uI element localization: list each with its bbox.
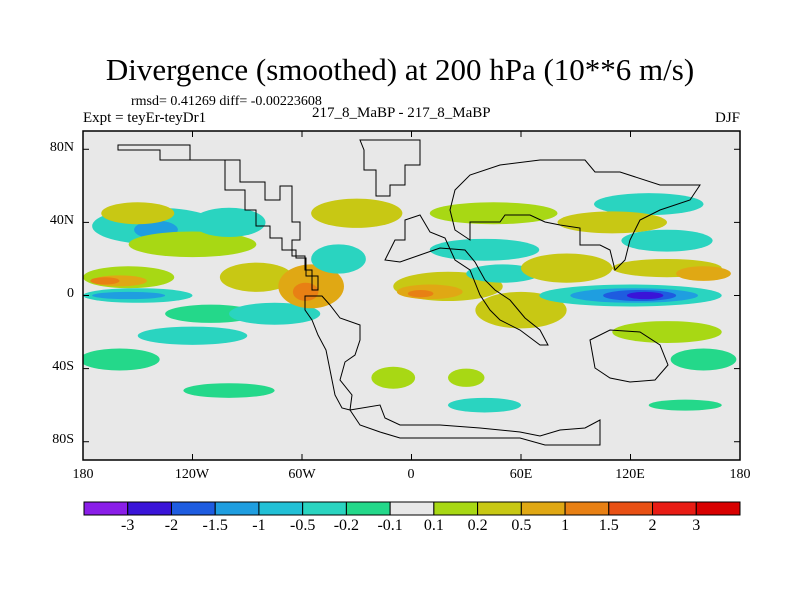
colorbar-swatch xyxy=(520,501,566,516)
colorbar-swatch xyxy=(127,501,172,516)
lat-label-40n: 40N xyxy=(49,213,74,228)
coastline-greenland xyxy=(359,139,421,197)
divergence-positive-region xyxy=(475,291,567,329)
coastline-asia xyxy=(449,159,701,271)
divergence-positive-region xyxy=(219,262,293,292)
colorbar-swatch xyxy=(389,501,435,516)
lon-label-120e: 120E xyxy=(615,467,645,482)
divergence-negative-region xyxy=(621,229,713,252)
colorbar-label: 3 xyxy=(692,517,701,534)
axis-ticks xyxy=(82,131,741,460)
plot-title: Divergence (smoothed) at 200 hPa (10**6 … xyxy=(105,52,695,87)
divergence-negative-region xyxy=(429,238,540,261)
divergence-positive-region xyxy=(311,198,403,228)
lat-label-80n: 80N xyxy=(49,140,74,155)
lon-label-0: 0 xyxy=(407,467,415,482)
coastline-australia xyxy=(589,329,669,383)
coastline-north-america xyxy=(117,144,319,291)
lon-label-180e: 180 xyxy=(729,467,751,482)
lon-label-60e: 60E xyxy=(509,467,533,482)
lat-label-40s: 40S xyxy=(52,359,74,374)
divergence-positive-region xyxy=(101,202,175,225)
divergence-positive-region xyxy=(90,277,120,285)
colorbar-label: 1.5 xyxy=(598,517,619,534)
divergence-negative-region xyxy=(594,193,704,216)
lon-label-120w: 120W xyxy=(174,467,210,482)
colorbar-label: 0.1 xyxy=(423,517,444,534)
divergence-positive-region xyxy=(521,253,613,283)
colorbar-label: -1 xyxy=(252,517,266,534)
divergence-negative-region xyxy=(648,399,722,411)
colorbar-label: 0.5 xyxy=(511,517,532,534)
colorbar-swatch xyxy=(564,501,610,516)
coastline-europe-africa xyxy=(384,214,549,346)
divergence-positive-region xyxy=(676,266,731,281)
divergence-positive-region xyxy=(292,282,319,301)
colorbar-label: 1 xyxy=(561,517,570,534)
colorbar-swatch xyxy=(433,501,479,516)
divergence-negative-region xyxy=(229,302,321,325)
season-label: DJF xyxy=(714,110,740,126)
colorbar-label: -2 xyxy=(164,517,179,534)
divergence-positive-region xyxy=(612,321,722,344)
lat-label-80s: 80S xyxy=(52,432,74,447)
lat-label-eq: 0 xyxy=(67,286,74,301)
divergence-negative-region xyxy=(192,207,266,238)
coastline-layer xyxy=(117,139,701,446)
divergence-negative-region xyxy=(83,348,160,371)
colorbar-label: 2 xyxy=(648,517,657,534)
divergence-negative-region xyxy=(92,291,166,300)
lon-label-180w: 180 xyxy=(72,467,94,482)
colorbar-label: -1.5 xyxy=(202,517,228,534)
colorbar-label: -0.2 xyxy=(333,517,360,534)
colorbar-swatch xyxy=(83,501,129,516)
divergence-negative-region xyxy=(448,397,521,413)
colorbar-swatch xyxy=(345,501,391,516)
colorbar-swatch xyxy=(258,501,304,516)
divergence-negative-region xyxy=(670,348,737,371)
field-layer xyxy=(83,193,737,413)
colorbar-swatch xyxy=(170,501,216,516)
coastline-south-america xyxy=(304,295,361,411)
divergence-negative-region xyxy=(137,326,248,345)
divergence-positive-region xyxy=(429,202,558,225)
coastline-antarctica xyxy=(349,404,601,446)
divergence-negative-region xyxy=(183,383,275,398)
colorbar-label: -0.5 xyxy=(289,517,316,534)
colorbar-label: -0.1 xyxy=(377,517,403,534)
divergence-positive-region xyxy=(448,368,485,387)
colorbar-swatch xyxy=(695,501,741,516)
colorbar-label: 0.2 xyxy=(467,517,488,534)
colorbar xyxy=(83,501,741,516)
divergence-positive-region xyxy=(128,231,257,258)
run-label: 217_8_MaBP - 217_8_MaBP xyxy=(312,105,491,121)
divergence-positive-region xyxy=(557,211,667,234)
colorbar-swatch xyxy=(608,501,654,516)
colorbar-swatch xyxy=(477,501,522,516)
divergence-positive-region xyxy=(407,290,434,298)
divergence-positive-region xyxy=(371,366,416,389)
colorbar-swatch xyxy=(302,501,347,516)
divergence-negative-region xyxy=(626,291,664,300)
colorbar-swatch xyxy=(214,501,260,516)
lon-label-60w: 60W xyxy=(288,467,316,482)
experiment-label: Expt = teyEr-teyDr1 xyxy=(83,110,207,126)
colorbar-label: -3 xyxy=(121,517,135,534)
stats-text: rmsd= 0.41269 diff= -0.00223608 xyxy=(131,94,322,109)
colorbar-swatch xyxy=(652,501,697,516)
divergence-negative-region xyxy=(311,244,366,274)
